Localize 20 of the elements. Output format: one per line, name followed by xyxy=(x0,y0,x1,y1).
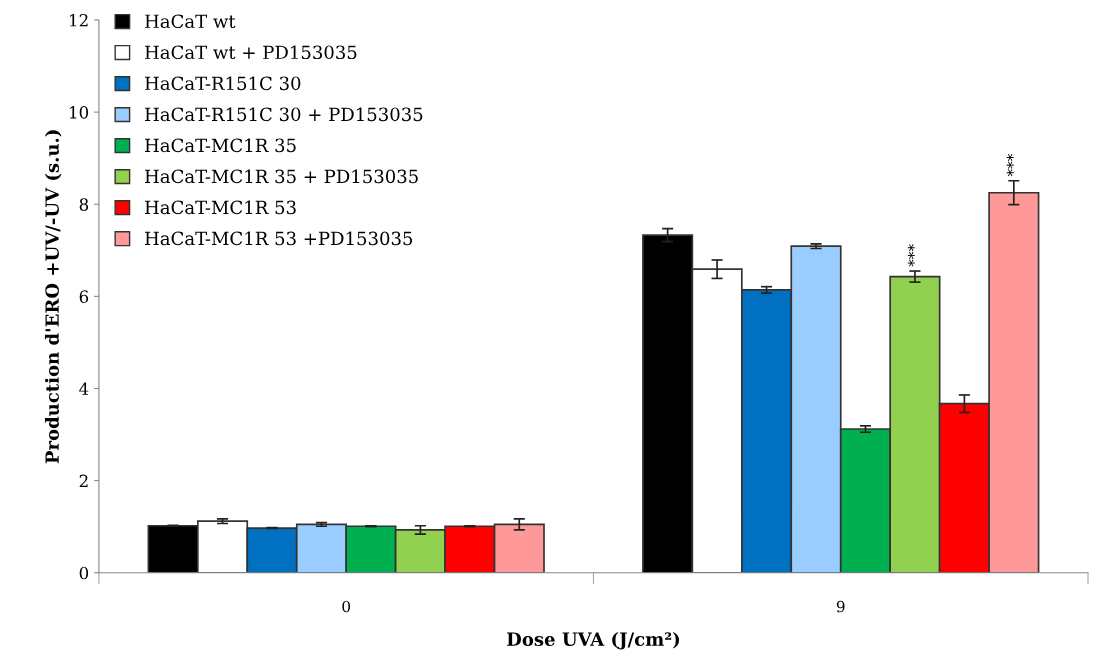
legend-label: HaCaT-MC1R 53 +PD153035 xyxy=(145,231,413,246)
legend-label: HaCaT wt xyxy=(145,14,236,29)
data-label: *** xyxy=(907,244,915,267)
x-axis-title: Dose UVA (J/cm²) xyxy=(507,631,679,650)
x-tick-label: 9 xyxy=(836,600,845,613)
legend-label: HaCaT-MC1R 35 xyxy=(145,138,296,153)
y-tick-label: 4 xyxy=(79,382,89,395)
legend-label: HaCaT-R151C 30 xyxy=(145,76,301,91)
y-tick-label: 0 xyxy=(79,566,89,580)
y-tick-label: 2 xyxy=(79,474,88,487)
y-axis-title: Production d'ERO +UV/-UV (s.u.) xyxy=(44,130,62,464)
legend-label: HaCaT-MC1R 53 xyxy=(145,200,296,215)
y-tick-label: 12 xyxy=(70,13,88,27)
legend-label: HaCaT-R151C 30 + PD153035 xyxy=(145,107,423,122)
y-tick-label: 6 xyxy=(79,290,89,303)
y-tick-label: 8 xyxy=(79,198,89,211)
legend-label: HaCaT-MC1R 35 + PD153035 xyxy=(145,169,418,184)
legend-label: HaCaT wt + PD153035 xyxy=(145,45,357,60)
data-label: *** xyxy=(1006,153,1014,177)
y-tick-label: 10 xyxy=(70,106,89,119)
